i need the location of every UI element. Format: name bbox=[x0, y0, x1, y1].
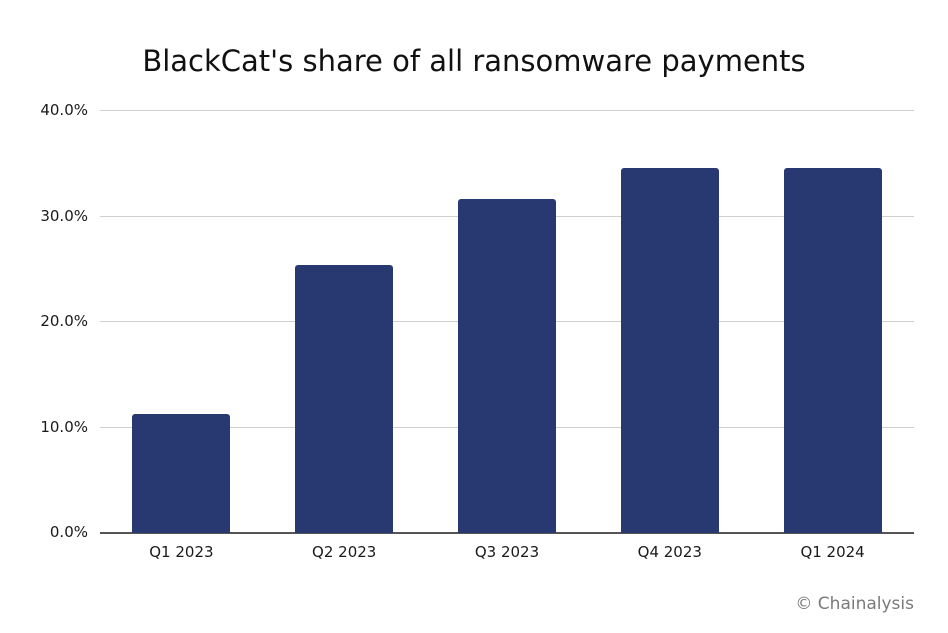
y-tick-label: 0.0% bbox=[49, 523, 88, 541]
x-axis-line bbox=[100, 532, 914, 534]
x-tick-label: Q1 2024 bbox=[800, 543, 865, 561]
chart-title: BlackCat's share of all ransomware payme… bbox=[142, 44, 806, 78]
bar bbox=[783, 167, 882, 533]
y-tick-label: 30.0% bbox=[40, 206, 88, 225]
y-tick-label: 10.0% bbox=[40, 417, 88, 436]
y-tick-label: 40.0% bbox=[40, 101, 88, 119]
gridline bbox=[100, 110, 914, 111]
source-credit: © Chainalysis bbox=[795, 594, 914, 614]
bar bbox=[458, 198, 556, 533]
plot-area bbox=[100, 110, 914, 534]
x-tick-label: Q4 2023 bbox=[637, 543, 702, 561]
x-tick-label: Q1 2023 bbox=[149, 543, 214, 561]
bar bbox=[132, 413, 231, 533]
bar bbox=[295, 265, 394, 533]
bar bbox=[620, 167, 719, 533]
x-tick-label: Q3 2023 bbox=[474, 543, 540, 561]
x-tick-label: Q2 2023 bbox=[312, 543, 377, 561]
y-tick-label: 20.0% bbox=[40, 312, 88, 330]
